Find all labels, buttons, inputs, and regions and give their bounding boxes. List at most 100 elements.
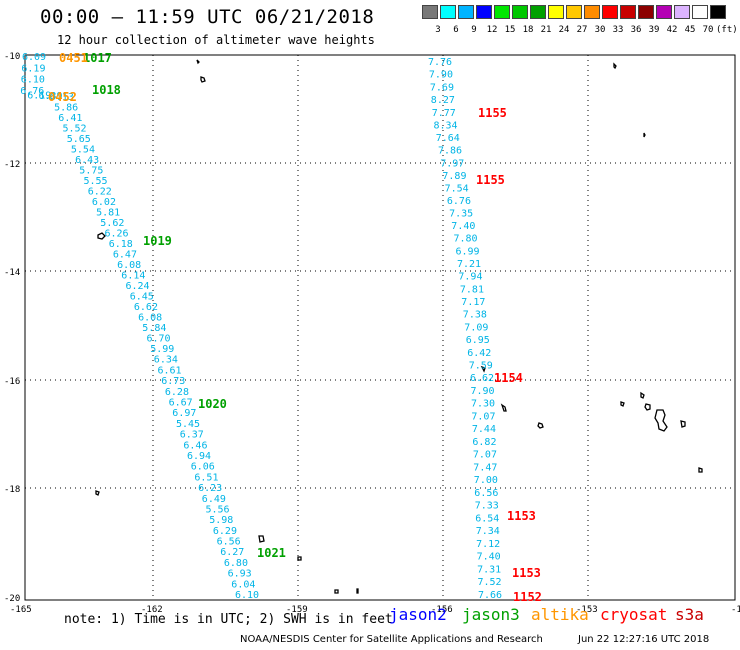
color-scale-label: 33 <box>612 25 624 35</box>
swh-value-label: 6.26 <box>105 228 129 239</box>
swh-value-label: 6.94 <box>187 451 211 462</box>
island <box>334 589 339 594</box>
swh-value-label: 7.90 <box>429 70 453 81</box>
pass-time-label: 1155 <box>478 106 507 120</box>
legend-item-jason3: jason3 <box>462 605 520 624</box>
island <box>97 232 106 240</box>
y-tick-label: -18 <box>4 485 20 495</box>
swh-value-label: 7.54 <box>445 183 469 194</box>
swh-value-label: 8.34 <box>434 121 458 132</box>
swh-value-label: 6.28 <box>165 387 189 398</box>
swh-value-label: 6.62 <box>134 302 158 313</box>
swh-value-label: 6.62 <box>470 373 494 384</box>
island <box>500 403 507 412</box>
color-swatch <box>692 5 708 19</box>
x-tick-label: -156 <box>431 605 453 615</box>
swh-value-label: 6.46 <box>183 440 207 451</box>
swh-value-label: 7.69 <box>430 83 454 94</box>
swh-value-label: 6.82 <box>472 437 496 448</box>
pass-time-labels: 1017 1018 1019 1020 1021 0451 0452 1155 1155 1154… <box>48 51 542 604</box>
island <box>640 391 645 399</box>
color-scale-label: 30 <box>594 25 606 35</box>
coastlines <box>95 59 703 594</box>
swh-value-label: 6.22 <box>88 186 112 197</box>
color-swatch <box>512 5 528 19</box>
swh-value-label: 6.51 <box>194 472 218 483</box>
swh-value-label: 7.77 <box>432 108 456 119</box>
color-scale-label: 42 <box>666 25 678 35</box>
swh-value-label: 5.52 <box>63 123 87 134</box>
pass-time-label: 0451 <box>59 51 88 65</box>
swh-value-label: 6.54 <box>475 514 499 525</box>
swh-value-label: 6.70 <box>147 333 171 344</box>
swh-value-label: 6.76 <box>447 196 471 207</box>
swh-value-label: 5.81 <box>96 207 120 218</box>
pass-time-label: 1019 <box>143 234 172 248</box>
color-scale-label: 39 <box>648 25 660 35</box>
swh-value-label: 5.99 <box>150 344 174 355</box>
color-scale-label: 3 <box>435 25 441 35</box>
swh-value-label: 5.45 <box>176 419 200 430</box>
swh-value-label: 6.13 <box>50 92 74 103</box>
color-swatch <box>494 5 510 19</box>
swh-value-label: 6.67 <box>169 398 193 409</box>
pass-time-label: 1155 <box>476 173 505 187</box>
island <box>200 76 206 83</box>
swh-value-label: 6.27 <box>220 547 244 558</box>
color-swatch <box>440 5 456 19</box>
swh-value-label: 7.38 <box>463 310 487 321</box>
y-tick-label: -16 <box>4 377 20 387</box>
swh-value-label: 6.14 <box>121 270 145 281</box>
swh-value-label: 6.56 <box>474 488 498 499</box>
swh-value-label: 7.21 <box>457 259 481 270</box>
swh-value-label: 7.76 <box>428 57 452 68</box>
swh-value-label: 7.90 <box>471 386 495 397</box>
swh-value-label: 5.84 <box>142 323 166 334</box>
color-scale-label: (ft) <box>716 25 738 35</box>
island <box>258 535 265 543</box>
swh-value-label: 7.07 <box>473 450 497 461</box>
pass-time-label: 1021 <box>257 546 286 560</box>
swh-value-label: 7.97 <box>440 158 464 169</box>
swh-value-label: 6.80 <box>224 558 248 569</box>
swh-value-label: 6.37 <box>180 430 204 441</box>
island <box>644 403 651 411</box>
swh-value-label: 6.93 <box>228 569 252 580</box>
pass-time-label: 1153 <box>512 566 541 580</box>
swh-value-label: 5.62 <box>100 218 124 229</box>
swh-value-label: 6.99 <box>456 246 480 257</box>
swh-value-label: 6.95 <box>466 335 490 346</box>
pass-time-label: 1018 <box>92 83 121 97</box>
swh-value-label: 7.80 <box>454 234 478 245</box>
swh-value-label: 6.06 <box>191 462 215 473</box>
island <box>537 422 544 429</box>
swh-value-label: 7.33 <box>475 501 499 512</box>
swh-value-label: 6.08 <box>117 260 141 271</box>
swh-value-label: 6.56 <box>217 537 241 548</box>
page-subtitle: 12 hour collection of altimeter wave hei… <box>57 33 375 47</box>
swh-value-label: 6.23 <box>198 483 222 494</box>
color-scale-label: 45 <box>684 25 696 35</box>
swh-value-label: 6.97 <box>172 408 196 419</box>
map-grid <box>25 55 735 600</box>
swh-value-label: 6.45 <box>130 291 154 302</box>
color-scale-label: 36 <box>630 25 642 35</box>
pass-time-label: 0452 <box>48 90 77 104</box>
legend-item-cryosat: cryosat <box>600 605 668 624</box>
island <box>620 401 625 407</box>
island <box>480 365 486 373</box>
color-scale-label: 70 <box>702 25 714 35</box>
swh-value-label: 7.86 <box>438 146 462 157</box>
swh-value-label: 6.18 <box>109 239 133 250</box>
swh-value-label: 6.43 <box>75 155 99 166</box>
color-scale-label: 21 <box>540 25 552 35</box>
swh-value-label: 6.10 <box>235 590 259 601</box>
y-tick-label: -14 <box>4 268 20 278</box>
axis-tick-labels: -165 -162 -159 -156 -153 -15 -10 -12 -14 -16 -18 -2… <box>4 52 740 615</box>
island <box>643 132 646 138</box>
color-scale-label: 18 <box>522 25 534 35</box>
pass-time-label: 1152 <box>513 590 542 604</box>
swh-value-label: 5.86 <box>54 102 78 113</box>
swh-value-label: 6.08 <box>138 312 162 323</box>
legend-item-jason2: jason2 <box>389 605 447 624</box>
